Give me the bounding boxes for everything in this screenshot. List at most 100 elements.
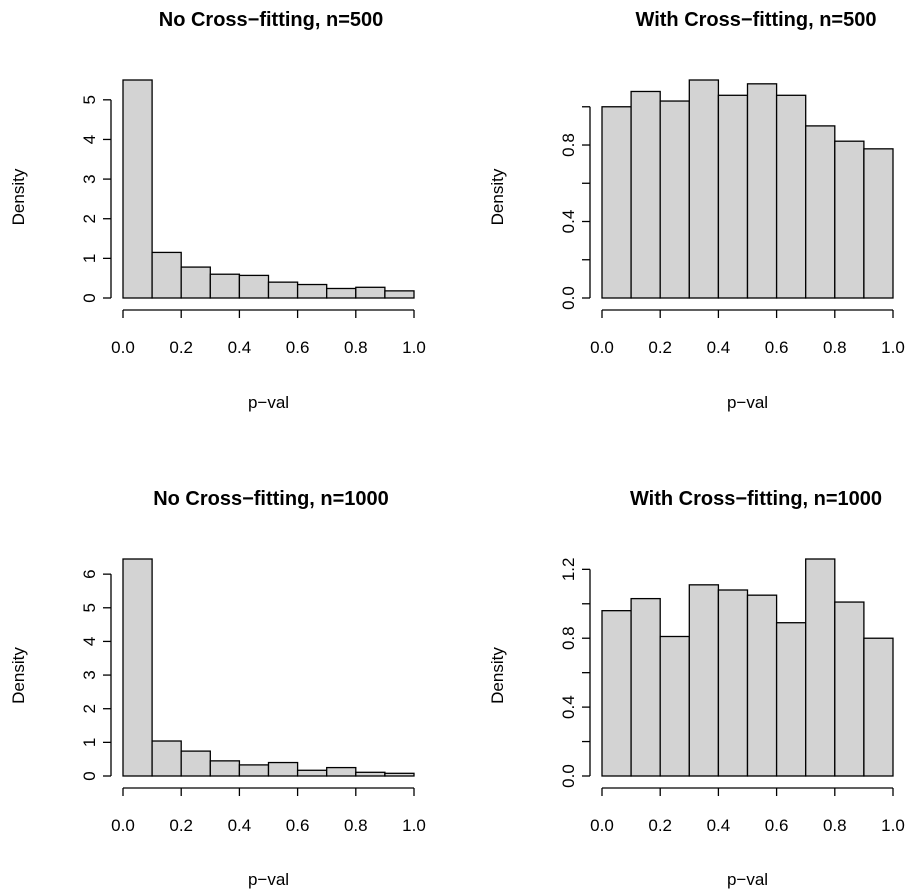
x-tick-label: 0.2 [169, 338, 193, 357]
x-axis-label: p−val [727, 870, 768, 889]
x-tick-label: 0.0 [590, 338, 614, 357]
histogram-bar [805, 558, 836, 777]
x-tick-label: 0.6 [286, 338, 310, 357]
histogram-bar [630, 597, 661, 777]
histogram-panel: With Cross−fitting, n=1000 0.0 0.2 0.4 0.6 0.… [488, 488, 905, 889]
histogram-bar [659, 635, 690, 777]
y-tick-label: 1 [80, 738, 99, 747]
histogram-bar [601, 106, 632, 299]
histogram-bar [326, 766, 357, 777]
x-tick-label: 0.8 [344, 338, 368, 357]
histogram-bar [151, 251, 182, 299]
histogram-panel: With Cross−fitting, n=500 0.0 0.2 0.4 0.6 0.8… [488, 9, 905, 412]
histogram-bar [267, 281, 299, 299]
histogram-bar [151, 740, 182, 777]
y-tick-label: 1 [80, 254, 99, 263]
x-tick-label: 1.0 [402, 816, 426, 835]
y-tick-label: 0.0 [559, 286, 578, 310]
histogram-bar [209, 273, 241, 299]
y-axis-label: Density [488, 168, 507, 225]
histogram-bar [834, 601, 865, 777]
y-tick-label: 1.2 [559, 558, 578, 582]
y-tick-label: 0 [80, 293, 99, 302]
histogram-bar [267, 761, 299, 777]
histogram-bar [717, 94, 749, 299]
x-tick-label: 0.0 [111, 338, 135, 357]
histogram-bar [630, 90, 661, 299]
histogram-bar [775, 622, 807, 777]
panels-grid: No Cross−fitting, n=500 0.0 0.2 0.4 0.6 0.8 1.… [9, 9, 905, 889]
y-tick-label: 0.4 [559, 695, 578, 719]
y-tick-label: 5 [80, 603, 99, 612]
x-tick-label: 1.0 [402, 338, 426, 357]
y-tick-label: 2 [80, 214, 99, 223]
histogram-bar [355, 771, 386, 777]
histogram-bar [863, 148, 894, 299]
y-tick-label: 0.4 [559, 210, 578, 234]
x-tick-label: 0.0 [111, 816, 135, 835]
histogram-bar [601, 610, 632, 777]
histogram-bar [180, 266, 211, 299]
panel-title: With Cross−fitting, n=500 [636, 9, 877, 31]
histogram-bar [688, 584, 720, 777]
histogram-bar [180, 750, 211, 777]
y-tick-label: 5 [80, 95, 99, 104]
x-tick-label: 0.0 [590, 816, 614, 835]
histogram-bar [122, 558, 153, 777]
histogram-bar [326, 287, 357, 299]
histogram-bar [296, 283, 328, 299]
histogram-bar [384, 772, 415, 777]
histogram-bar [209, 760, 241, 777]
histogram-bar [355, 286, 386, 299]
x-axis-label: p−val [248, 393, 289, 412]
histogram-bar [384, 290, 415, 299]
x-tick-label: 0.8 [823, 816, 847, 835]
histogram-bar [688, 79, 720, 299]
histogram-bar [122, 79, 153, 299]
x-tick-label: 1.0 [881, 816, 905, 835]
y-tick-label: 3 [80, 174, 99, 183]
histogram-bar [296, 769, 328, 777]
histogram-bar [717, 589, 749, 777]
y-tick-label: 0.8 [559, 626, 578, 650]
y-tick-label: 2 [80, 704, 99, 713]
y-tick-label: 0.0 [559, 764, 578, 788]
histogram-bar [238, 764, 270, 777]
x-tick-label: 0.4 [228, 816, 252, 835]
x-tick-label: 0.8 [823, 338, 847, 357]
y-tick-label: 4 [80, 135, 99, 144]
y-axis-label: Density [9, 647, 28, 704]
histogram-bar [746, 594, 778, 777]
panel-title: With Cross−fitting, n=1000 [630, 488, 882, 510]
histogram-panel: No Cross−fitting, n=1000 0.0 0.2 0.4 0.6 0.8 1… [9, 488, 426, 889]
x-tick-label: 1.0 [881, 338, 905, 357]
histogram-bar [863, 637, 894, 777]
y-tick-label: 0.8 [559, 133, 578, 157]
y-tick-label: 4 [80, 637, 99, 646]
panel-title: No Cross−fitting, n=1000 [153, 488, 389, 510]
x-tick-label: 0.2 [169, 816, 193, 835]
x-tick-label: 0.6 [286, 816, 310, 835]
x-tick-label: 0.4 [707, 816, 731, 835]
histogram-bar [834, 140, 865, 299]
histogram-panel: No Cross−fitting, n=500 0.0 0.2 0.4 0.6 0.8 1.… [9, 9, 426, 412]
x-axis-label: p−val [248, 870, 289, 889]
histogram-bar [659, 100, 690, 299]
histogram-bar [238, 274, 270, 299]
x-tick-label: 0.6 [765, 816, 789, 835]
x-tick-label: 0.2 [648, 338, 672, 357]
x-tick-label: 0.8 [344, 816, 368, 835]
y-tick-label: 3 [80, 670, 99, 679]
x-axis-label: p−val [727, 393, 768, 412]
histogram-bar [746, 83, 778, 299]
histogram-bar [805, 125, 836, 299]
y-tick-label: 0 [80, 771, 99, 780]
x-tick-label: 0.6 [765, 338, 789, 357]
panel-title: No Cross−fitting, n=500 [159, 9, 384, 31]
x-tick-label: 0.4 [707, 338, 731, 357]
y-axis-label: Density [488, 647, 507, 704]
x-tick-label: 0.4 [228, 338, 252, 357]
y-axis-label: Density [9, 168, 28, 225]
x-tick-label: 0.2 [648, 816, 672, 835]
